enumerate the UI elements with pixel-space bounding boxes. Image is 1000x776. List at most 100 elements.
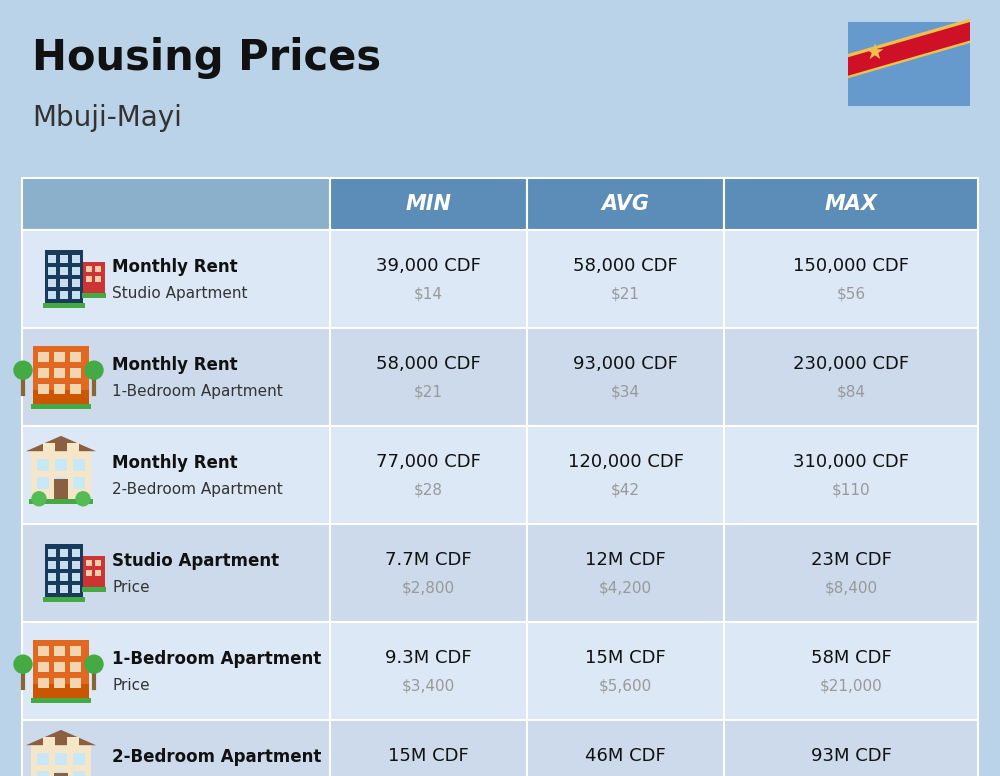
FancyBboxPatch shape bbox=[22, 524, 978, 622]
Text: Monthly Rent: Monthly Rent bbox=[112, 454, 238, 473]
FancyBboxPatch shape bbox=[22, 426, 978, 524]
Text: Housing Prices: Housing Prices bbox=[32, 37, 381, 79]
Text: $4,200: $4,200 bbox=[599, 580, 652, 595]
Polygon shape bbox=[848, 22, 970, 76]
FancyBboxPatch shape bbox=[54, 384, 65, 394]
FancyBboxPatch shape bbox=[60, 585, 68, 593]
FancyBboxPatch shape bbox=[724, 178, 978, 230]
FancyBboxPatch shape bbox=[60, 255, 68, 263]
FancyBboxPatch shape bbox=[33, 346, 89, 404]
Circle shape bbox=[14, 361, 32, 379]
FancyBboxPatch shape bbox=[45, 544, 83, 597]
FancyBboxPatch shape bbox=[38, 384, 49, 394]
FancyBboxPatch shape bbox=[43, 443, 55, 453]
FancyBboxPatch shape bbox=[67, 737, 79, 747]
FancyBboxPatch shape bbox=[72, 279, 80, 287]
FancyBboxPatch shape bbox=[43, 597, 85, 602]
FancyBboxPatch shape bbox=[29, 499, 93, 504]
FancyBboxPatch shape bbox=[22, 230, 978, 328]
FancyBboxPatch shape bbox=[82, 293, 106, 298]
FancyBboxPatch shape bbox=[54, 352, 65, 362]
FancyBboxPatch shape bbox=[31, 451, 91, 499]
Text: 7.7M CDF: 7.7M CDF bbox=[385, 551, 472, 570]
FancyBboxPatch shape bbox=[70, 678, 81, 688]
FancyBboxPatch shape bbox=[60, 549, 68, 557]
Text: 58,000 CDF: 58,000 CDF bbox=[573, 258, 678, 275]
FancyBboxPatch shape bbox=[95, 560, 101, 566]
FancyBboxPatch shape bbox=[73, 753, 85, 765]
FancyBboxPatch shape bbox=[31, 404, 91, 409]
FancyBboxPatch shape bbox=[48, 573, 56, 581]
Text: 58M CDF: 58M CDF bbox=[811, 650, 891, 667]
Circle shape bbox=[85, 361, 103, 379]
FancyBboxPatch shape bbox=[54, 646, 65, 656]
Text: $5,600: $5,600 bbox=[599, 678, 652, 693]
FancyBboxPatch shape bbox=[43, 737, 55, 747]
Text: 1-Bedroom Apartment: 1-Bedroom Apartment bbox=[112, 384, 283, 399]
Text: Mbuji-Mayi: Mbuji-Mayi bbox=[32, 104, 182, 132]
Text: 15M CDF: 15M CDF bbox=[388, 747, 469, 765]
Text: ★: ★ bbox=[865, 44, 885, 64]
FancyBboxPatch shape bbox=[55, 477, 67, 489]
FancyBboxPatch shape bbox=[848, 22, 970, 106]
FancyBboxPatch shape bbox=[70, 646, 81, 656]
FancyBboxPatch shape bbox=[72, 255, 80, 263]
FancyBboxPatch shape bbox=[70, 369, 81, 379]
Text: $3,400: $3,400 bbox=[402, 678, 455, 693]
FancyBboxPatch shape bbox=[67, 443, 79, 453]
FancyBboxPatch shape bbox=[54, 678, 65, 688]
FancyBboxPatch shape bbox=[22, 178, 330, 230]
FancyBboxPatch shape bbox=[43, 303, 85, 308]
Text: $2,800: $2,800 bbox=[402, 580, 455, 595]
FancyBboxPatch shape bbox=[60, 561, 68, 569]
Text: $84: $84 bbox=[836, 384, 866, 399]
Text: $34: $34 bbox=[611, 384, 640, 399]
FancyBboxPatch shape bbox=[82, 587, 106, 591]
Text: AVG: AVG bbox=[602, 194, 650, 214]
FancyBboxPatch shape bbox=[73, 459, 85, 471]
Text: $28: $28 bbox=[414, 482, 443, 497]
FancyBboxPatch shape bbox=[72, 267, 80, 275]
FancyBboxPatch shape bbox=[73, 477, 85, 489]
FancyBboxPatch shape bbox=[55, 459, 67, 471]
Text: Price: Price bbox=[112, 678, 150, 693]
FancyBboxPatch shape bbox=[54, 663, 65, 672]
FancyBboxPatch shape bbox=[60, 267, 68, 275]
Text: 39,000 CDF: 39,000 CDF bbox=[376, 258, 481, 275]
Text: Monthly Rent: Monthly Rent bbox=[112, 258, 238, 276]
FancyBboxPatch shape bbox=[95, 570, 101, 576]
FancyBboxPatch shape bbox=[60, 291, 68, 299]
Circle shape bbox=[14, 655, 32, 674]
Text: Studio Apartment: Studio Apartment bbox=[112, 286, 248, 301]
FancyBboxPatch shape bbox=[33, 684, 89, 698]
FancyBboxPatch shape bbox=[86, 276, 92, 282]
FancyBboxPatch shape bbox=[31, 745, 91, 776]
Text: $14: $14 bbox=[414, 286, 443, 301]
FancyBboxPatch shape bbox=[48, 585, 56, 593]
Text: 1-Bedroom Apartment: 1-Bedroom Apartment bbox=[112, 650, 321, 668]
FancyBboxPatch shape bbox=[55, 753, 67, 765]
FancyBboxPatch shape bbox=[95, 276, 101, 282]
FancyBboxPatch shape bbox=[527, 178, 724, 230]
Text: 12M CDF: 12M CDF bbox=[585, 551, 666, 570]
Polygon shape bbox=[26, 436, 96, 451]
FancyBboxPatch shape bbox=[86, 266, 92, 272]
FancyBboxPatch shape bbox=[38, 352, 49, 362]
Text: 46M CDF: 46M CDF bbox=[585, 747, 666, 765]
FancyBboxPatch shape bbox=[48, 549, 56, 557]
FancyBboxPatch shape bbox=[54, 479, 68, 499]
FancyBboxPatch shape bbox=[48, 255, 56, 263]
FancyBboxPatch shape bbox=[48, 279, 56, 287]
FancyBboxPatch shape bbox=[48, 267, 56, 275]
FancyBboxPatch shape bbox=[55, 771, 67, 776]
Text: $110: $110 bbox=[832, 482, 870, 497]
FancyBboxPatch shape bbox=[45, 250, 83, 303]
Text: 93,000 CDF: 93,000 CDF bbox=[573, 355, 678, 373]
FancyBboxPatch shape bbox=[86, 570, 92, 576]
Circle shape bbox=[85, 655, 103, 674]
FancyBboxPatch shape bbox=[37, 477, 49, 489]
FancyBboxPatch shape bbox=[38, 663, 49, 672]
Text: $56: $56 bbox=[836, 286, 866, 301]
Text: 2-Bedroom Apartment: 2-Bedroom Apartment bbox=[112, 748, 321, 766]
FancyBboxPatch shape bbox=[83, 556, 105, 587]
